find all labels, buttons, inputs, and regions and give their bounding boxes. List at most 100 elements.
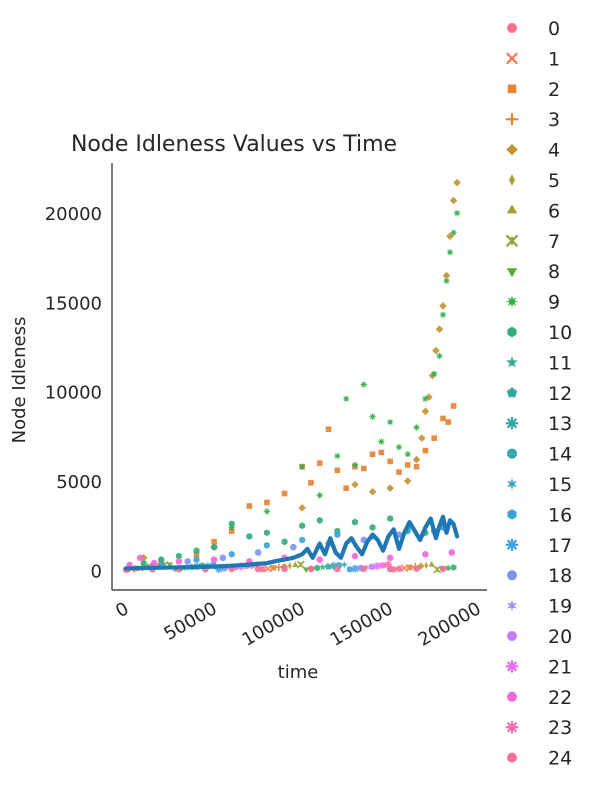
legend-label: 20 — [548, 626, 572, 648]
scatter-point — [193, 556, 200, 564]
scatter-point-band — [450, 564, 457, 571]
scatter-point — [448, 549, 456, 556]
scatter-point — [422, 447, 429, 454]
legend-label: 9 — [548, 292, 560, 314]
legend-marker — [506, 387, 518, 398]
scatter-point — [140, 559, 147, 567]
scatter-point-band — [428, 560, 436, 567]
scatter-point-band — [372, 561, 382, 571]
legend-marker — [506, 204, 518, 214]
scatter-point — [387, 515, 394, 522]
scatter-point-band — [324, 563, 332, 570]
x-tick-label: 50000 — [161, 598, 221, 645]
scatter-point — [316, 516, 323, 524]
scatter-point-band — [400, 564, 409, 572]
scatter-point — [351, 552, 359, 560]
scatter-point — [421, 394, 430, 403]
scatter-point — [228, 520, 235, 528]
scatter-point — [369, 524, 376, 531]
y-axis-label: Node Idleness — [9, 317, 30, 444]
scatter-point — [413, 565, 420, 572]
scatter-point — [350, 460, 359, 469]
scatter-point — [403, 477, 412, 485]
legend-marker — [509, 174, 515, 186]
scatter-point — [453, 178, 461, 187]
scatter-point — [210, 556, 218, 563]
scatter-point-band — [274, 563, 284, 572]
scatter-point — [262, 507, 271, 516]
scatter-point — [377, 437, 386, 446]
scatter-point-band — [314, 564, 321, 572]
legend-marker — [505, 660, 519, 673]
scatter-point — [386, 418, 395, 427]
scatter-point — [136, 554, 144, 562]
scatter-point — [342, 394, 351, 403]
legend-item-18: 18 — [507, 565, 572, 587]
scatter-point-band — [346, 565, 353, 573]
scatter-point — [281, 538, 288, 546]
scatter-point-band — [341, 560, 348, 569]
scatter-point-band — [287, 562, 292, 570]
scatter-point — [413, 463, 420, 470]
x-tick-label: 150000 — [327, 598, 397, 651]
scatter-point — [368, 487, 377, 496]
legend-marker — [507, 448, 517, 459]
scatter-point-band — [351, 564, 360, 573]
scatter-point — [395, 443, 403, 452]
scatter-point — [351, 480, 359, 489]
scatter-point — [403, 450, 412, 459]
legend-label: 4 — [548, 140, 560, 162]
scatter-point — [325, 426, 332, 433]
scatter-point — [316, 460, 323, 466]
scatter-point — [360, 565, 368, 573]
scatter-point-band — [407, 564, 413, 571]
legend-label: 3 — [548, 109, 560, 131]
legend-label: 17 — [548, 535, 572, 557]
mean-line — [124, 514, 460, 571]
scatter-point — [263, 541, 270, 549]
legend-label: 11 — [548, 352, 572, 374]
legend-item-8: 8 — [506, 261, 560, 283]
scatter-point — [439, 302, 447, 310]
legend-marker — [507, 631, 517, 641]
x-axis-label: time — [278, 662, 319, 683]
legend-label: 7 — [548, 231, 560, 253]
scatter-series-16 — [158, 524, 446, 569]
scatter-point — [440, 415, 446, 422]
legend-item-11: 11 — [506, 352, 572, 374]
scatter-point — [299, 536, 306, 544]
legend-item-14: 14 — [507, 444, 572, 466]
scatter-point — [432, 346, 440, 355]
legend-label: 6 — [548, 200, 560, 222]
legend-label: 1 — [548, 48, 560, 70]
scatter-point — [150, 559, 158, 567]
scatter-point — [290, 543, 297, 551]
scatter-point — [334, 565, 341, 573]
legend-item-23: 23 — [505, 717, 572, 739]
legend-item-2: 2 — [507, 79, 560, 101]
scatter-point — [386, 554, 394, 562]
scatter-point-band — [424, 561, 429, 570]
scatter-point-band — [383, 560, 393, 569]
scatter-point — [334, 531, 341, 539]
scatter-point — [418, 434, 426, 442]
scatter-point — [158, 556, 165, 564]
scatter-point — [435, 351, 444, 360]
legend-marker — [505, 538, 519, 552]
legend-label: 18 — [548, 565, 572, 587]
scatter-point — [246, 503, 253, 509]
x-tick-label: 100000 — [239, 598, 309, 651]
y-tick-label: 0 — [91, 561, 102, 582]
scatter-point — [430, 369, 439, 378]
legend-label: 21 — [548, 656, 572, 678]
legend-label: 15 — [548, 474, 572, 496]
scatter-point — [422, 550, 429, 558]
legend-item-0: 0 — [507, 18, 560, 40]
y-tick-label: 10000 — [45, 383, 102, 404]
chart-title: Node Idleness Values vs Time — [71, 132, 397, 157]
scatter-point-band — [395, 565, 403, 572]
scatter-point — [175, 558, 183, 565]
legend-marker — [507, 752, 517, 763]
legend-marker — [507, 570, 517, 581]
